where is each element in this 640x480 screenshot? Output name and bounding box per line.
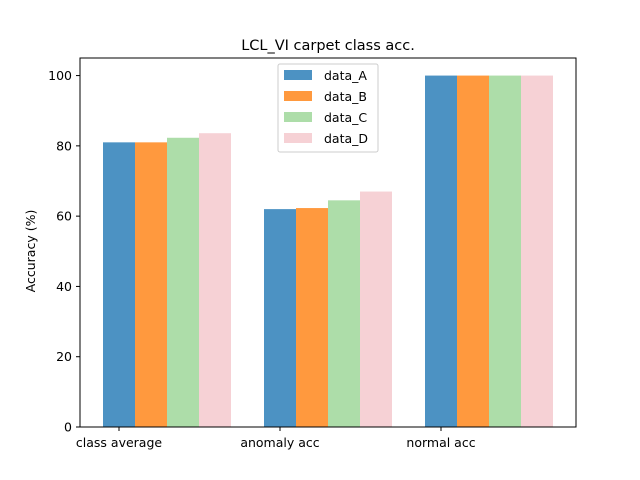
- bar-data_D-class-average: [199, 133, 231, 427]
- legend-box: [277, 63, 379, 153]
- bar-data_A-anomaly-acc: [264, 209, 296, 427]
- x-tick-label: normal acc: [406, 435, 475, 450]
- legend-label-data_B: data_B: [324, 89, 367, 104]
- bar-data_B-normal-acc: [457, 75, 489, 428]
- plot-frame: [79, 57, 577, 428]
- bar-data_A-class-average: [103, 142, 135, 428]
- y-axis-label: Accuracy (%): [23, 210, 38, 293]
- y-ticks-group: 0 20 40 60 80 100: [48, 68, 80, 435]
- legend-label-data_C: data_C: [324, 110, 367, 125]
- x-tick-label: class average: [76, 435, 162, 450]
- legend-label-data_D: data_D: [324, 131, 368, 146]
- bar-data_A-normal-acc: [425, 75, 457, 428]
- bar-data_D-anomaly-acc: [360, 191, 392, 427]
- y-tick-label: 40: [56, 279, 72, 294]
- bars-group: [103, 75, 553, 428]
- legend-label-data_A: data_A: [324, 68, 367, 83]
- bar-data_B-class-average: [135, 142, 167, 428]
- x-ticks-group: class average anomaly acc normal acc: [76, 427, 476, 450]
- y-tick-label: 100: [48, 68, 72, 83]
- x-tick-label: anomaly acc: [240, 435, 319, 450]
- legend-swatch-data_C: [284, 112, 312, 122]
- bar-data_D-normal-acc: [521, 75, 553, 428]
- bar-data_C-normal-acc: [489, 75, 521, 428]
- bar-data_C-class-average: [167, 137, 199, 427]
- legend: data_A data_B data_C data_D: [277, 63, 379, 153]
- y-tick-label: 80: [56, 138, 72, 153]
- y-tick-label: 0: [64, 420, 72, 435]
- y-tick-label: 20: [56, 349, 72, 364]
- bar-data_B-anomaly-acc: [296, 208, 328, 427]
- legend-swatch-data_D: [284, 133, 312, 143]
- chart-title: LCL_VI carpet class acc.: [241, 38, 415, 54]
- legend-swatch-data_B: [284, 91, 312, 101]
- bar-data_C-anomaly-acc: [328, 200, 360, 427]
- legend-swatch-data_A: [284, 70, 312, 80]
- y-tick-label: 60: [56, 209, 72, 224]
